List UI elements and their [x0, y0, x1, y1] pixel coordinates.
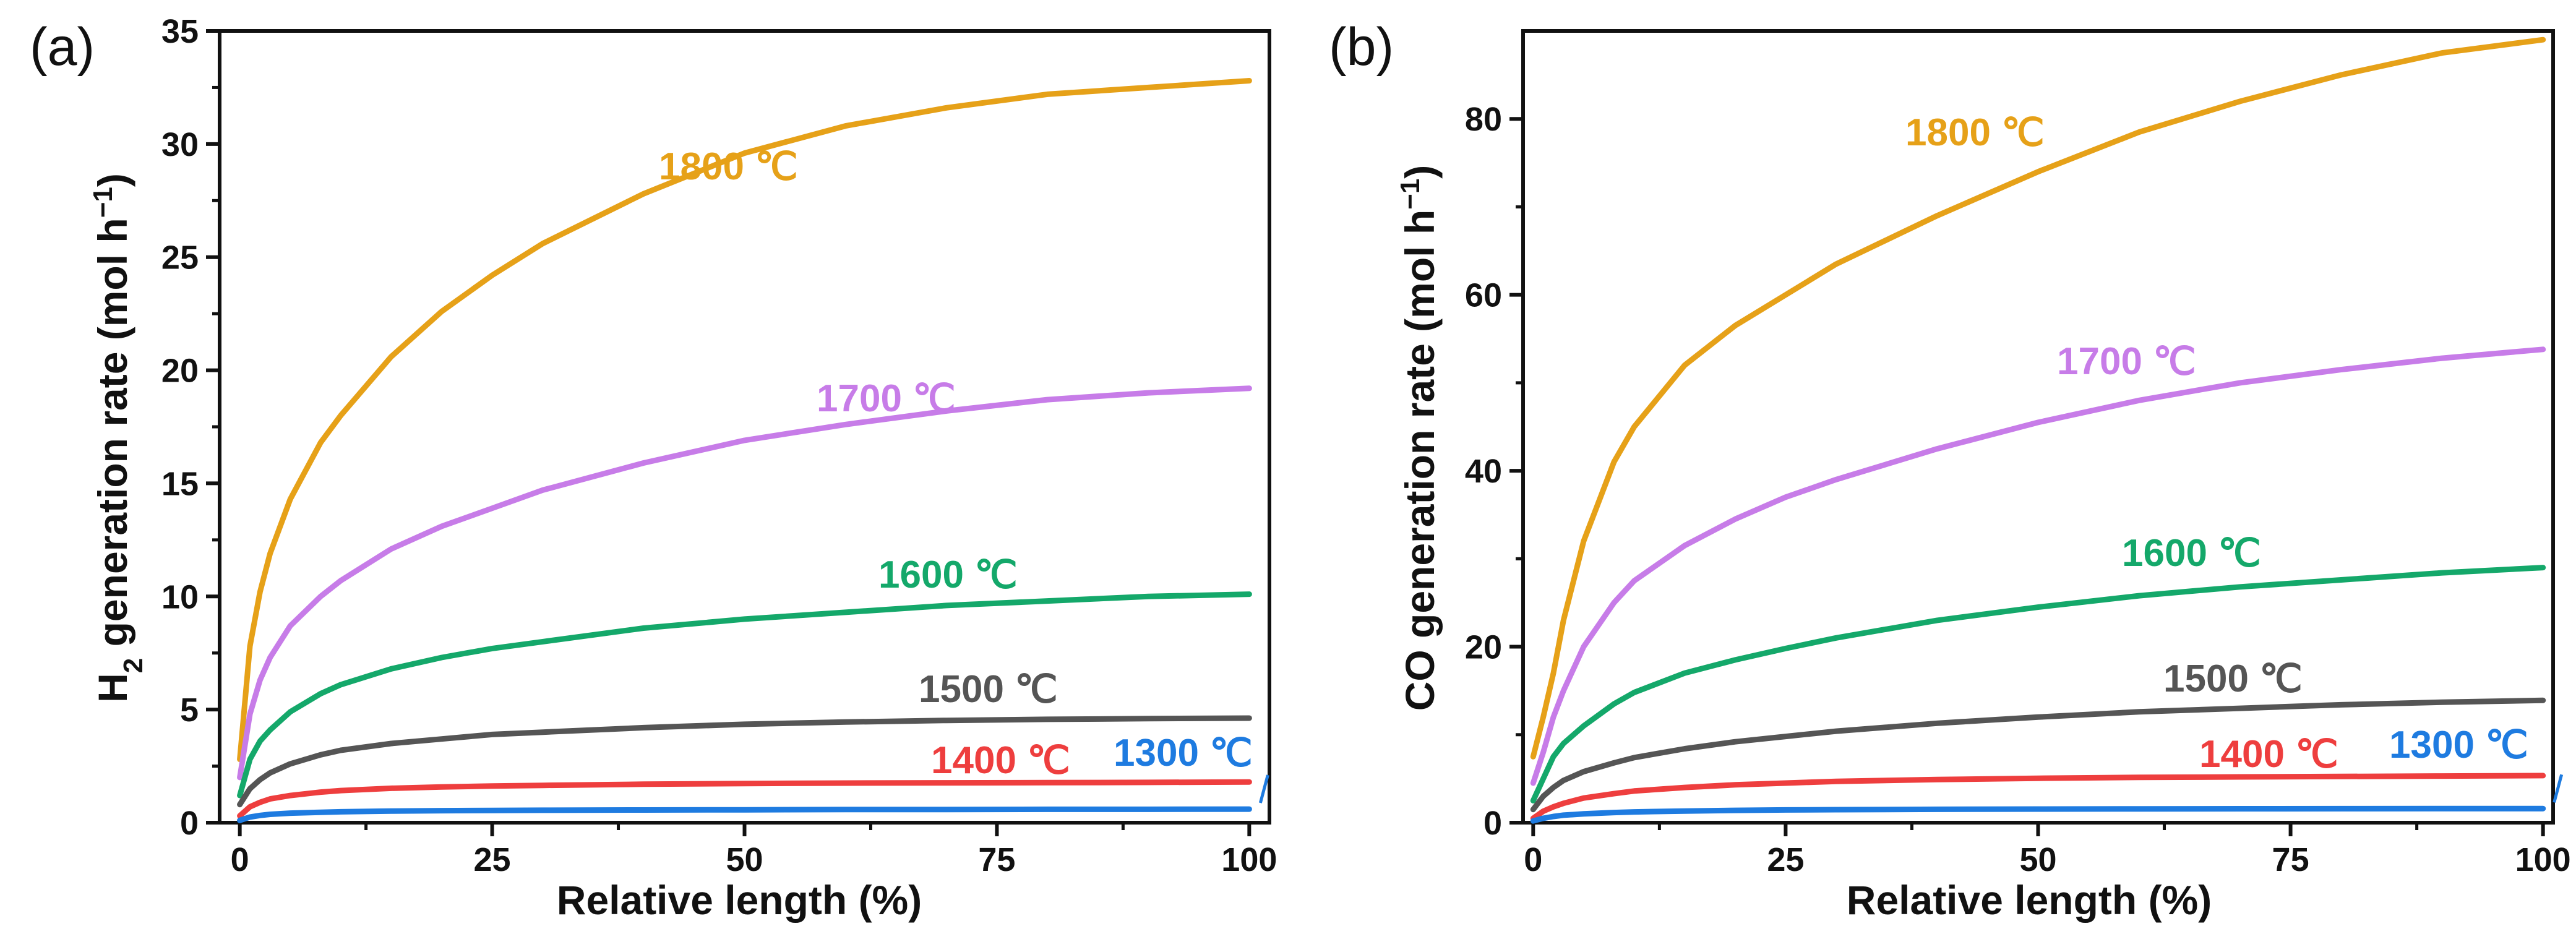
- panel-a-series-line-1300: [237, 806, 1252, 823]
- panel-b-series-line-1700: [1530, 346, 2546, 786]
- panel-a-x-tick-label: 25: [474, 841, 511, 878]
- panel-b-series-label-1400: 1400 ℃: [2199, 733, 2338, 776]
- panel-a-series-line-1500: [237, 715, 1252, 808]
- panel-a-axes: [206, 29, 1271, 836]
- panel-a-y-tick-label: 10: [161, 578, 199, 615]
- panel-a-series-label-1500: 1500 ℃: [919, 668, 1058, 711]
- panel-b-y-axis-title-main: CO generation rate (mol h: [1397, 210, 1443, 711]
- panel-a-series-line-1600: [237, 591, 1252, 799]
- panel-b-series-label-1300: 1300 ℃: [2389, 724, 2528, 766]
- panel-b-series: 1800 ℃ 1700 ℃ 1600 ℃ 1500 ℃ 1400 ℃ 1300 ℃: [1530, 36, 2564, 824]
- panel-a-x-tick-label: 75: [978, 841, 1015, 878]
- panel-b-x-tick-label: 50: [2019, 841, 2056, 878]
- panel-b-x-tick-label: 25: [1767, 841, 1804, 878]
- panel-a-y-axis-title-sup: −1: [88, 187, 118, 218]
- panel-b-tick-labels: 0 25 50 75 100 0 20 40 60 80: [1465, 101, 2571, 878]
- panel-b-x-tick-label: 100: [2515, 841, 2571, 878]
- panel-b-axes: [1509, 29, 2555, 836]
- panel-a-series-label-1700: 1700 ℃: [817, 377, 956, 420]
- panel-a-y-tick-label: 25: [161, 239, 199, 276]
- panel-a-y-tick-label: 35: [161, 13, 199, 50]
- panel-b-x-tick-label: 0: [1524, 841, 1542, 878]
- panel-b-y-tick-label: 40: [1465, 453, 1502, 490]
- panel-b-series-label-1600: 1600 ℃: [2122, 532, 2261, 575]
- panel-a-y-tick-label: 30: [161, 126, 199, 163]
- panel-a-y-tick-label: 20: [161, 353, 199, 390]
- panel-b-y-axis-title-sup: −1: [1395, 179, 1425, 210]
- panel-a-x-axis-title: Relative length (%): [557, 877, 922, 923]
- panel-label-b: (b): [1329, 17, 1394, 77]
- panel-b-series-line-1600: [1530, 565, 2546, 803]
- panel-b-series-label-1500: 1500 ℃: [2163, 658, 2303, 700]
- panel-b-y-axis-title-close: ): [1397, 165, 1443, 179]
- panel-label-a: (a): [30, 17, 95, 77]
- panel-b-x-tick-label: 75: [2272, 841, 2309, 878]
- panel-a-x-tick-label: 100: [1221, 841, 1277, 878]
- panel-a-series: 1800 ℃ 1700 ℃ 1600 ℃ 1500 ℃ 1400 ℃ 1300 ℃: [237, 78, 1269, 823]
- panel-b-series-line-1500: [1530, 697, 2546, 813]
- panel-b-series-label-1700: 1700 ℃: [2057, 340, 2196, 383]
- panel-a-y-tick-label: 15: [161, 465, 199, 502]
- panel-a-series-line-1800: [237, 78, 1252, 763]
- panel-a-series-label-1400: 1400 ℃: [931, 739, 1070, 782]
- panel-a-x-tick-label: 0: [231, 841, 249, 878]
- panel-a-x-tick-label: 50: [726, 841, 763, 878]
- panel-a-series-label-1800: 1800 ℃: [659, 145, 798, 188]
- panel-b-y-tick-label: 0: [1483, 805, 1502, 842]
- panel-a-series-line-1400: [237, 779, 1252, 819]
- panel-a-series-line-1700: [237, 385, 1252, 781]
- panel-b-series-line-1800: [1530, 36, 2546, 760]
- panel-a-series-pointer-1300: [1258, 774, 1269, 803]
- panel-a-tick-labels: 0 25 50 75 100 0 5 10 15 20 25 30 35: [161, 13, 1277, 878]
- panel-a-series-label-1600: 1600 ℃: [878, 554, 1018, 596]
- panel-b-series-label-1800: 1800 ℃: [1905, 111, 2045, 154]
- panel-a-y-axis-title-h: H: [90, 673, 135, 703]
- panel-a-series-label-1300: 1300 ℃: [1114, 732, 1253, 774]
- panel-b-series-pointer-1300: [2552, 774, 2564, 803]
- panel-b-y-axis-title: CO generation rate (mol h−1): [1395, 165, 1443, 711]
- panel-b-x-axis-title: Relative length (%): [1847, 877, 2212, 923]
- panel-b: (b) 1800 ℃ 1700 ℃ 1600 ℃ 1500 ℃ 1400 ℃ 1300 ℃…: [1329, 17, 2571, 923]
- panel-b-series-line-1400: [1530, 773, 2546, 821]
- panel-b-y-tick-label: 60: [1465, 277, 1502, 314]
- panel-a-y-axis-title-sub: 2: [118, 658, 148, 673]
- panel-b-y-tick-label: 20: [1465, 629, 1502, 666]
- panel-a: (a) 1800 ℃ 1700 ℃ 1600 ℃ 1500 ℃ 1400 ℃ 1300 ℃…: [30, 13, 1277, 923]
- panel-a-y-axis-title: H2 generation rate (mol h−1): [88, 173, 148, 703]
- panel-a-y-axis-title-rest: generation rate (mol h: [90, 218, 135, 658]
- panel-a-y-axis-title-close: ): [90, 173, 135, 187]
- panel-a-y-tick-label: 0: [180, 805, 199, 842]
- panel-b-series-line-1300: [1530, 805, 2546, 824]
- panel-a-y-tick-label: 5: [180, 692, 199, 729]
- panel-b-y-tick-label: 80: [1465, 101, 1502, 138]
